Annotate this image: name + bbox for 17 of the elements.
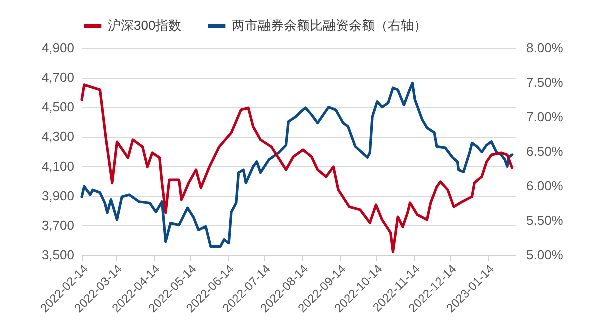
y2-tick-label: 7.00% [526,110,564,124]
y-tick-label: 4,300 [42,129,74,144]
y-tick-label: 4,500 [42,100,74,115]
legend-label: 沪深300指数 [108,18,182,33]
y-tick-label: 3,700 [42,218,74,233]
y-tick-label: 4,900 [42,40,74,56]
y-tick-label: 3,900 [42,188,74,204]
legend-label: 两市融券余额比融资余额（右轴） [232,18,427,33]
y2-tick-label: 5.00% [526,248,564,262]
y-tick-label: 4,100 [42,158,74,174]
y2-tick-label: 8.00% [526,40,564,56]
y2-tick-label: 6.00% [526,178,564,194]
y2-tick-label: 5.50% [526,213,564,228]
y-tick-label: 4,700 [42,70,74,86]
y2-tick-label: 6.50% [526,144,564,159]
y-tick-label: 3,500 [42,248,74,262]
y2-tick-label: 7.50% [526,75,564,90]
